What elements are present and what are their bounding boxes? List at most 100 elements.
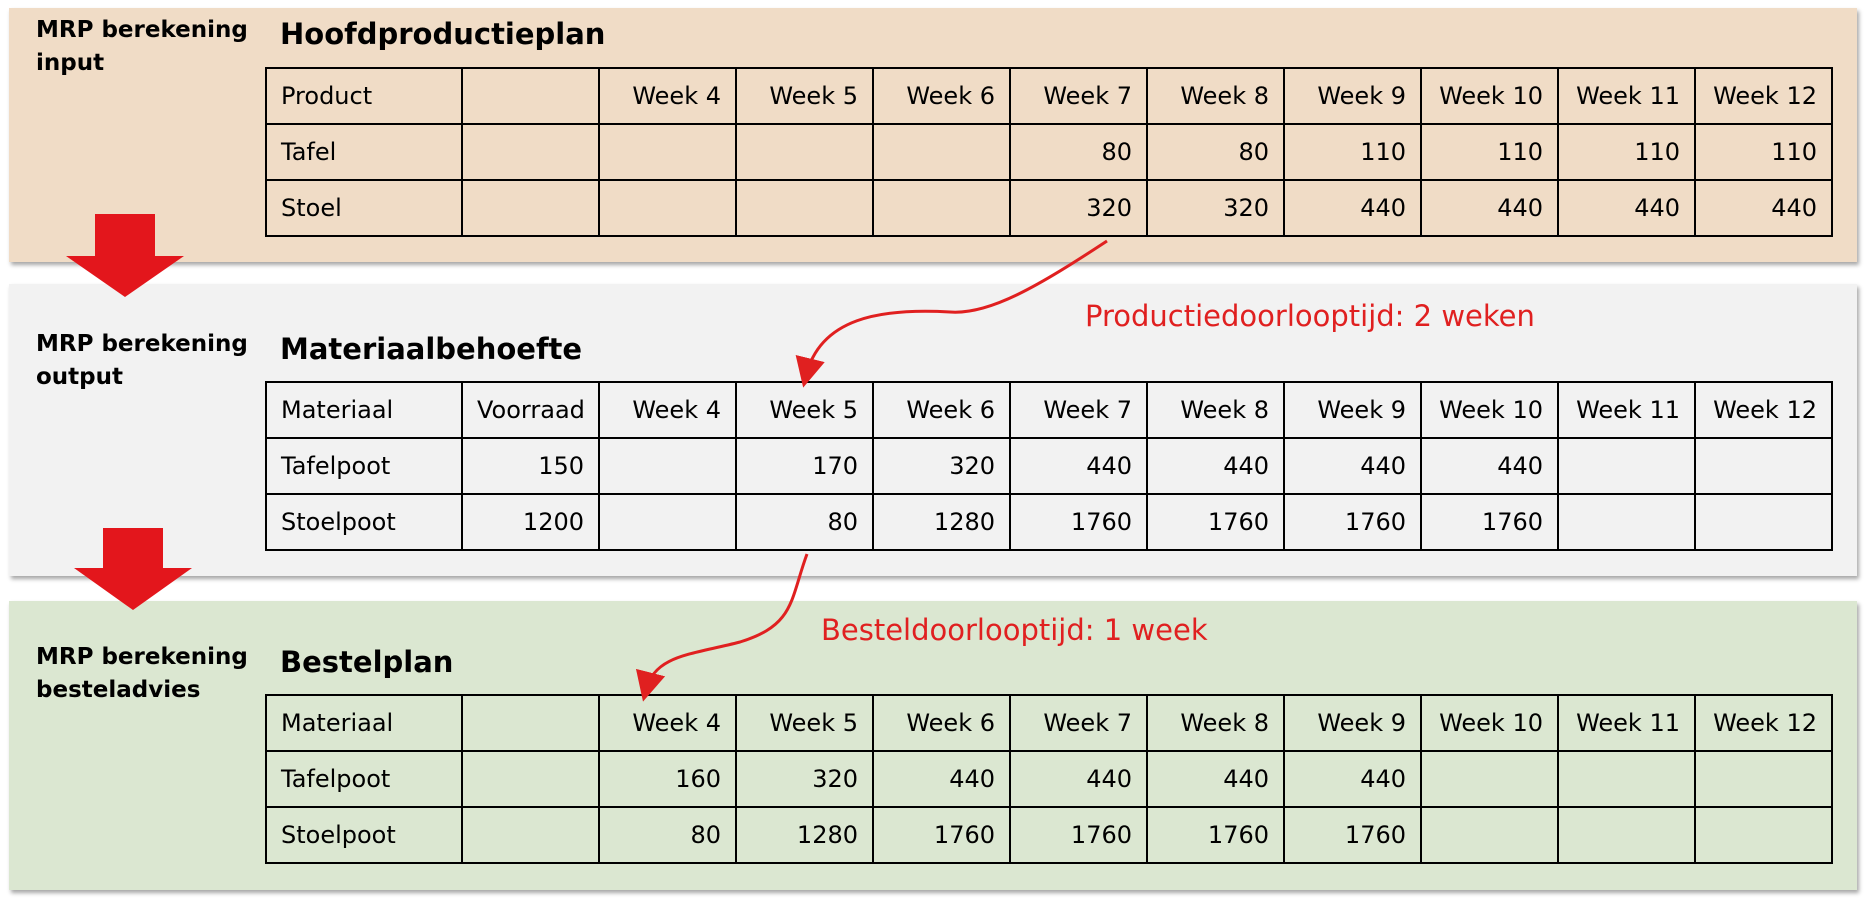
table-header-row: Product Week 4 Week 5 Week 6 Week 7 Week 8 Wee… <box>265 67 1833 125</box>
header-cell: Week 9 <box>1283 694 1422 752</box>
table-cell: 1280 <box>872 493 1011 551</box>
production-leadtime-arrow <box>795 239 1108 388</box>
header-cell: Week 4 <box>598 381 737 439</box>
production-leadtime-annotation: Productiedoorlooptijd: 2 weken <box>1085 299 1535 333</box>
header-cell: Week 7 <box>1009 381 1148 439</box>
down-arrow-icon <box>66 214 184 297</box>
table-cell <box>1694 806 1833 864</box>
table-cell: 440 <box>1146 437 1285 495</box>
table-cell <box>1557 806 1696 864</box>
header-cell <box>461 67 600 125</box>
table-row: Stoelpoot 1200 80 1280 1760 1760 1760 1760 <box>265 493 1833 551</box>
header-cell: Week 6 <box>872 381 1011 439</box>
table-cell: 1760 <box>1146 493 1285 551</box>
header-cell: Week 11 <box>1557 694 1696 752</box>
table-cell: 1760 <box>872 806 1011 864</box>
table-cell <box>1557 750 1696 808</box>
header-cell: Week 5 <box>735 694 874 752</box>
table-cell: Tafelpoot <box>265 750 463 808</box>
header-cell: Product <box>265 67 463 125</box>
header-cell: Week 7 <box>1009 67 1148 125</box>
table-cell: Stoel <box>265 179 463 237</box>
header-cell: Week 11 <box>1557 381 1696 439</box>
table-cell: Stoelpoot <box>265 493 463 551</box>
header-cell: Week 5 <box>735 67 874 125</box>
table-cell: 80 <box>735 493 874 551</box>
header-cell: Week 8 <box>1146 67 1285 125</box>
table-cell: 1760 <box>1420 493 1559 551</box>
table-cell: 440 <box>1146 750 1285 808</box>
table-cell <box>1557 493 1696 551</box>
table-cell: 1280 <box>735 806 874 864</box>
header-cell: Week 12 <box>1694 381 1833 439</box>
table-cell: 1760 <box>1146 806 1285 864</box>
table-cell <box>461 806 600 864</box>
advies-label-line1: MRP berekening <box>36 644 248 670</box>
table-row: Tafel 80 80 110 110 110 110 <box>265 123 1833 181</box>
table-cell <box>1694 750 1833 808</box>
input-label: MRP berekening input <box>36 14 248 80</box>
output-label-line1: MRP berekening <box>36 331 248 357</box>
hoofdproductieplan-table: Product Week 4 Week 5 Week 6 Week 7 Week 8 Wee… <box>265 67 1833 237</box>
table-cell <box>461 750 600 808</box>
header-cell: Materiaal <box>265 694 463 752</box>
table-cell: 80 <box>598 806 737 864</box>
header-cell: Week 9 <box>1283 67 1422 125</box>
table-cell <box>598 179 737 237</box>
header-cell: Week 10 <box>1420 67 1559 125</box>
table-cell: 440 <box>1009 437 1148 495</box>
order-leadtime-arrow <box>635 553 809 702</box>
table-cell: 440 <box>1557 179 1696 237</box>
table-cell <box>598 437 737 495</box>
table-cell: 320 <box>1009 179 1148 237</box>
header-cell: Week 4 <box>598 694 737 752</box>
header-cell: Week 11 <box>1557 67 1696 125</box>
table-cell: Tafelpoot <box>265 437 463 495</box>
table-cell <box>1420 806 1559 864</box>
down-arrow-icon <box>74 528 192 610</box>
table-cell: 1760 <box>1283 806 1422 864</box>
table-cell <box>1694 437 1833 495</box>
table-cell: Tafel <box>265 123 463 181</box>
advies-label-line2: besteladvies <box>36 677 201 703</box>
header-cell: Week 4 <box>598 67 737 125</box>
table-cell <box>461 179 600 237</box>
table-header-row: Materiaal Voorraad Week 4 Week 5 Week 6 Week … <box>265 381 1833 439</box>
table-cell <box>1557 437 1696 495</box>
table-cell <box>872 123 1011 181</box>
header-cell: Week 8 <box>1146 381 1285 439</box>
table-row: Tafelpoot 150 170 320 440 440 440 440 <box>265 437 1833 495</box>
table-cell: 440 <box>1694 179 1833 237</box>
header-cell: Week 6 <box>872 694 1011 752</box>
header-cell: Week 8 <box>1146 694 1285 752</box>
table-cell: 80 <box>1009 123 1148 181</box>
table-cell <box>872 179 1011 237</box>
header-cell: Week 12 <box>1694 67 1833 125</box>
table-cell: 320 <box>872 437 1011 495</box>
table-cell: 150 <box>461 437 600 495</box>
table-cell: 1760 <box>1283 493 1422 551</box>
table-cell: 170 <box>735 437 874 495</box>
output-label: MRP berekening output <box>36 328 248 394</box>
output-label-line2: output <box>36 364 124 390</box>
input-label-line1: MRP berekening <box>36 17 248 43</box>
table-cell <box>735 179 874 237</box>
table-row: Stoelpoot 80 1280 1760 1760 1760 1760 <box>265 806 1833 864</box>
table-cell <box>735 123 874 181</box>
table-cell: Stoelpoot <box>265 806 463 864</box>
table-cell <box>1420 750 1559 808</box>
table-cell <box>598 493 737 551</box>
table-row: Stoel 320 320 440 440 440 440 <box>265 179 1833 237</box>
header-cell: Week 7 <box>1009 694 1148 752</box>
table-cell: 1200 <box>461 493 600 551</box>
table-cell: 110 <box>1557 123 1696 181</box>
table-cell: 440 <box>1420 179 1559 237</box>
table-cell: 440 <box>1009 750 1148 808</box>
table-cell: 440 <box>1420 437 1559 495</box>
table-cell: 80 <box>1146 123 1285 181</box>
table-cell: 320 <box>1146 179 1285 237</box>
bestelplan-title: Bestelplan <box>280 645 454 679</box>
header-cell: Week 10 <box>1420 381 1559 439</box>
